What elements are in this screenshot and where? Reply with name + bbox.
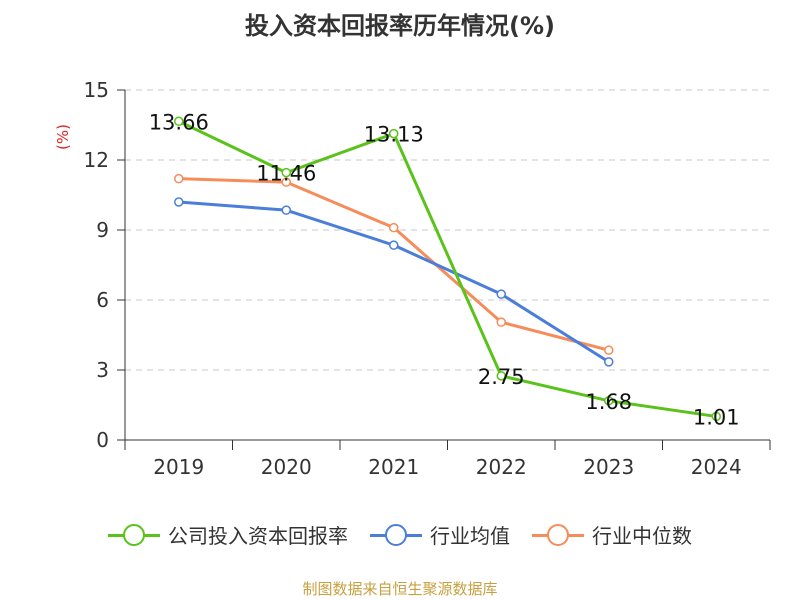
legend-marker-icon xyxy=(370,523,422,546)
data-point xyxy=(174,197,184,207)
legend-label: 行业均值 xyxy=(430,524,510,548)
chart-title: 投入资本回报率历年情况(%) xyxy=(245,12,555,40)
data-label: 2.75 xyxy=(478,365,525,389)
series-line xyxy=(178,119,717,418)
data-point xyxy=(604,357,614,367)
y-tick-label: 9 xyxy=(96,218,109,242)
y-tick-label: 12 xyxy=(84,148,109,172)
data-point xyxy=(604,345,614,355)
x-tick-label: 2019 xyxy=(153,455,204,479)
data-label: 11.46 xyxy=(256,162,316,186)
data-label: 1.01 xyxy=(693,405,740,429)
data-point xyxy=(711,411,721,422)
data-label-layer: 13.66 11.46 13.13 2.75 1.68 1.01 xyxy=(149,110,740,429)
data-point xyxy=(389,222,399,233)
data-point xyxy=(604,396,614,406)
data-source-note: 制图数据来自恒生聚源数据库 xyxy=(302,580,498,598)
x-tick-label: 2020 xyxy=(261,455,312,479)
data-label: 13.13 xyxy=(364,123,424,147)
legend-marker-icon xyxy=(108,523,160,546)
data-point xyxy=(496,289,506,299)
x-tick-label: 2021 xyxy=(368,455,419,479)
series-line xyxy=(178,177,610,352)
y-tick-label: 15 xyxy=(84,78,109,102)
y-tick-label: 3 xyxy=(96,358,109,382)
data-label: 1.68 xyxy=(585,390,632,414)
y-tick-label: 6 xyxy=(96,288,109,312)
legend-label: 行业中位数 xyxy=(592,524,692,548)
legend: 公司投入资本回报率 行业均值 行业中位数 xyxy=(0,520,800,549)
data-point xyxy=(496,317,506,327)
series-layer xyxy=(174,116,721,422)
legend-item-industry-mean[interactable]: 行业均值 xyxy=(370,520,510,549)
x-tick-label: 2022 xyxy=(476,455,527,479)
data-point xyxy=(174,173,184,184)
axis-layer: 0 3 6 9 12 15 2019 2020 2021 2022 2023 2024 xyxy=(84,78,771,479)
x-tick-label: 2024 xyxy=(691,455,742,479)
data-point xyxy=(281,167,291,178)
legend-label: 公司投入资本回报率 xyxy=(168,524,348,548)
grid-layer xyxy=(125,89,770,371)
y-tick-label: 0 xyxy=(96,428,109,452)
data-point xyxy=(281,177,291,187)
data-label: 13.66 xyxy=(149,110,209,134)
x-tick-label: 2023 xyxy=(583,455,634,479)
data-point xyxy=(496,371,506,381)
legend-marker-icon xyxy=(532,523,584,546)
data-point xyxy=(174,116,184,127)
data-point xyxy=(281,205,291,215)
data-point xyxy=(389,240,399,250)
data-point xyxy=(389,128,399,139)
legend-item-company-roic[interactable]: 公司投入资本回报率 xyxy=(108,520,348,549)
legend-item-industry-median[interactable]: 行业中位数 xyxy=(532,520,692,549)
